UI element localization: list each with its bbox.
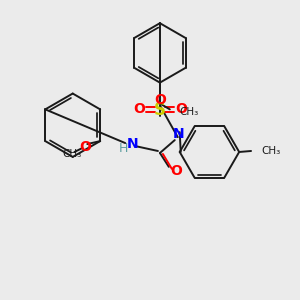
Text: O: O: [170, 164, 182, 178]
Text: S: S: [154, 101, 166, 119]
Text: CH₃: CH₃: [261, 146, 280, 156]
Text: N: N: [126, 137, 138, 151]
Text: N: N: [173, 127, 184, 141]
Text: O: O: [175, 102, 187, 116]
Text: O: O: [154, 94, 166, 107]
Text: CH₃: CH₃: [63, 149, 82, 159]
Text: H: H: [118, 142, 128, 154]
Text: O: O: [80, 140, 91, 154]
Text: CH₃: CH₃: [180, 107, 199, 117]
Text: O: O: [133, 102, 145, 116]
